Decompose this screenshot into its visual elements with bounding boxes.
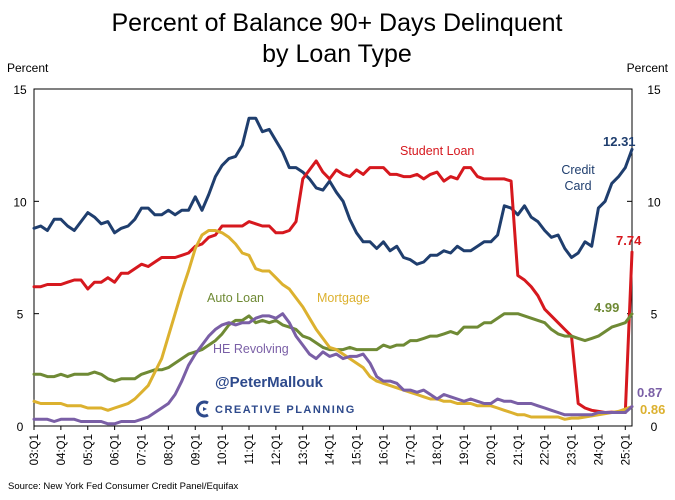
x-ticks: 03:Q1 04:Q1 05:Q1 06:Q1 07:Q1 08:Q1 09:Q1 10:Q1… <box>29 426 632 465</box>
y-tick-right-label: 0 <box>651 420 658 434</box>
x-tick-label: 08:Q1 <box>163 434 175 465</box>
watermark: @PeterMallouk CREATIVE PLANNING <box>195 374 356 418</box>
chart-title-line1: Percent of Balance 90+ Days Delinquent <box>112 9 563 37</box>
x-tick-label: 11:Q1 <box>244 434 256 464</box>
series-name-student-loan: Student Loan <box>400 144 474 158</box>
x-tick-label: 25:Q1 <box>620 434 632 465</box>
y-tick-right-label: 10 <box>647 195 661 209</box>
x-tick-label: 20:Q1 <box>486 434 498 465</box>
y-axis-label-left: Percent <box>7 61 49 75</box>
x-tick-label: 13:Q1 <box>298 434 310 465</box>
x-tick-label: 14:Q1 <box>325 434 337 465</box>
creative-planning-logo-icon <box>195 400 209 418</box>
x-tick-label: 06:Q1 <box>110 434 122 465</box>
y-tick-left-label: 5 <box>17 308 24 322</box>
series-line-student-loan <box>32 159 634 414</box>
y-tick-left-label: 15 <box>13 83 27 97</box>
y-ticks: 0 0 5 5 10 10 15 15 <box>13 83 661 434</box>
series-line-credit-card <box>32 116 634 266</box>
x-tick-label: 21:Q1 <box>513 434 525 465</box>
source-note: Source: New York Fed Consumer Credit Pan… <box>8 481 238 492</box>
x-tick-label: 03:Q1 <box>29 434 41 465</box>
x-tick-label: 17:Q1 <box>405 434 417 465</box>
y-tick-right-label: 5 <box>651 308 658 322</box>
series-line-he-revolving <box>32 312 634 426</box>
x-tick-label: 23:Q1 <box>567 434 579 465</box>
x-tick-label: 16:Q1 <box>378 434 390 465</box>
x-tick-label: 04:Q1 <box>56 434 68 465</box>
x-tick-label: 05:Q1 <box>83 434 95 465</box>
x-tick-label: 19:Q1 <box>459 434 471 465</box>
series-end-value-he-revolving: 0.87 <box>637 385 662 400</box>
x-tick-label: 15:Q1 <box>352 434 364 465</box>
series-end-value-credit-card: 12.31 <box>603 134 636 149</box>
y-tick-right-label: 15 <box>647 83 661 97</box>
y-tick-left-label: 0 <box>17 420 24 434</box>
series-line-mortgage <box>32 229 634 421</box>
series-name-credit-card: Card <box>564 179 591 193</box>
x-tick-label: 07:Q1 <box>137 434 149 465</box>
series-name-mortgage: Mortgage <box>317 291 370 305</box>
series-end-value-student-loan: 7.74 <box>616 233 642 248</box>
x-tick-label: 24:Q1 <box>593 434 605 465</box>
watermark-handle: @PeterMallouk <box>215 374 324 391</box>
series-name-auto-loan: Auto Loan <box>207 291 264 305</box>
series-lines <box>32 116 634 426</box>
y-tick-left-label: 10 <box>13 195 27 209</box>
y-axis-label-right: Percent <box>627 61 669 75</box>
series-end-value-mortgage: 0.86 <box>640 402 665 417</box>
chart-title-line2: by Loan Type <box>262 40 412 68</box>
x-tick-label: 18:Q1 <box>432 434 444 465</box>
series-name-credit-card: Credit <box>561 163 595 177</box>
x-tick-label: 12:Q1 <box>271 434 283 465</box>
x-tick-label: 09:Q1 <box>190 434 202 465</box>
x-tick-label: 10:Q1 <box>217 434 229 465</box>
series-labels: Credit Card 12.31 Student Loan 7.74 Auto Loan… <box>207 134 665 417</box>
series-end-value-auto-loan: 4.99 <box>594 300 619 315</box>
plot-frame <box>33 88 633 427</box>
series-name-he-revolving: HE Revolving <box>213 342 289 356</box>
x-tick-label: 22:Q1 <box>540 434 552 465</box>
watermark-brand: CREATIVE PLANNING <box>215 404 356 416</box>
